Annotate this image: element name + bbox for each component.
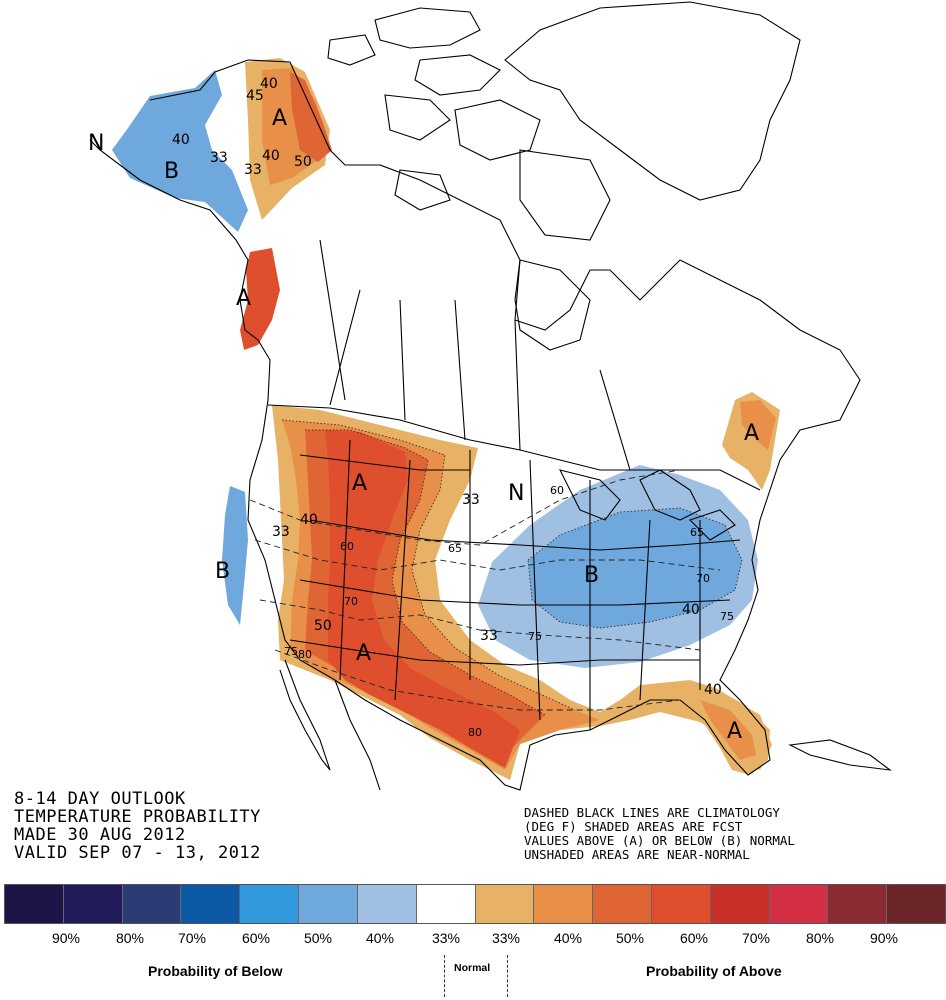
outlook-title-line: 8-14 DAY OUTLOOK	[14, 789, 186, 809]
legend-label: 60%	[241, 930, 271, 946]
legend-label: 40%	[553, 930, 583, 946]
map-climatology-labels: 60 65 70 75 75 80 80 60 65 70 75	[284, 484, 734, 739]
legend-swatch-below-60	[181, 885, 241, 923]
map-probability-labels: 40 50 40 33 45 40 33 40 50 33 33 40 33 4…	[172, 76, 722, 698]
clim-label: 60	[550, 484, 564, 497]
legend-labels: 90% 80% 70% 60% 50% 40% 33% 33% 40% 50% …	[0, 930, 946, 948]
legend-swatch-above-90	[828, 885, 888, 923]
above-normal-areas	[240, 58, 780, 780]
map-letters: A A A A A A B B B N N	[88, 106, 759, 744]
normal-divider-left	[444, 955, 445, 997]
prob-label: 50	[294, 154, 312, 170]
outlook-made-date: MADE 30 AUG 2012	[14, 825, 186, 845]
clim-label: 80	[298, 648, 312, 661]
prob-label: 40	[300, 512, 318, 528]
clim-label: 70	[344, 595, 358, 608]
clim-label: 75	[528, 630, 542, 643]
prob-label: 40	[172, 132, 190, 148]
legend-label: 90%	[51, 930, 81, 946]
alaska-below-letter: B	[164, 159, 179, 184]
legend-swatch-above-40	[534, 885, 594, 923]
legend-label: 33%	[491, 930, 521, 946]
probability-contours	[281, 419, 743, 716]
normal-caption: Normal	[454, 962, 491, 974]
outlook-valid-dates: VALID SEP 07 - 13, 2012	[14, 843, 261, 863]
legend-swatch-below-40	[299, 885, 358, 923]
legend-label: 33%	[431, 930, 461, 946]
plains-normal-letter: N	[508, 481, 524, 506]
northeast-above-letter: A	[744, 421, 759, 446]
prob-label: 33	[462, 492, 480, 508]
east-below-40-area	[528, 508, 742, 628]
legend-swatch-below-50	[240, 885, 300, 923]
alaska-normal-letter: N	[88, 131, 104, 156]
legend-label: 50%	[615, 930, 645, 946]
legend-swatch-below-33	[357, 885, 417, 923]
legend-swatch-above-60	[651, 885, 711, 923]
legend-swatch-above-70	[710, 885, 770, 923]
legend-label: 70%	[741, 930, 771, 946]
below-caption: Probability of Below	[148, 963, 283, 979]
clim-label: 65	[448, 542, 462, 555]
prob-label: 40	[262, 148, 280, 164]
yukon-above-letter: A	[272, 106, 287, 131]
legend-label: 40%	[365, 930, 395, 946]
legend-swatch-above-80	[769, 885, 829, 923]
prob-label: 50	[314, 618, 332, 634]
climatology-contours	[249, 469, 721, 711]
bc-above-letter: A	[236, 286, 251, 311]
coastlines-and-borders	[89, 1, 892, 791]
legend-label: 80%	[805, 930, 835, 946]
legend-swatch-above-max	[887, 885, 945, 923]
clim-label: 70	[696, 572, 710, 585]
prob-label: 40	[704, 682, 722, 698]
florida-above-letter: A	[727, 719, 742, 744]
florida-above-40-area	[700, 700, 756, 760]
clim-label: 75	[284, 645, 298, 658]
probability-legend	[4, 884, 946, 924]
note-line: UNSHADED AREAS ARE NEAR-NORMAL	[524, 847, 750, 862]
prob-label: 40	[260, 76, 278, 92]
legend-label: 70%	[177, 930, 207, 946]
normal-divider-right	[507, 955, 508, 997]
alaska-below-area	[112, 70, 248, 232]
legend-swatch-above-50	[593, 885, 652, 923]
note-line: VALUES ABOVE (A) OR BELOW (B) NORMAL	[524, 833, 795, 848]
outlook-title-line: TEMPERATURE PROBABILITY	[14, 807, 261, 827]
note-line: DASHED BLACK LINES ARE CLIMATOLOGY	[524, 805, 780, 820]
legend-swatch-below-80	[63, 885, 123, 923]
legend-label: 50%	[303, 930, 333, 946]
east-below-letter: B	[584, 563, 599, 588]
southwest-above-letter: A	[356, 641, 371, 666]
clim-label: 65	[690, 526, 704, 539]
legend-label: 80%	[115, 930, 145, 946]
clim-label: 75	[720, 610, 734, 623]
note-line: (DEG F) SHADED AREAS ARE FCST	[524, 819, 743, 834]
prob-label: 33	[210, 150, 228, 166]
northeast-above-40-area	[740, 400, 776, 450]
outlook-title-block: 8-14 DAY OUTLOOK TEMPERATURE PROBABILITY…	[14, 790, 261, 862]
clim-label: 80	[468, 726, 482, 739]
legend-swatch-below-70	[122, 885, 182, 923]
prob-label: 33	[244, 162, 262, 178]
montana-above-letter: A	[352, 471, 367, 496]
legend-swatch-below-90	[5, 885, 64, 923]
bc-above-area	[240, 248, 280, 350]
yukon-above-50-area	[290, 72, 332, 162]
prob-label: 33	[480, 628, 498, 644]
map-notes: DASHED BLACK LINES ARE CLIMATOLOGY (DEG …	[524, 806, 795, 862]
legend-swatch-above-33	[475, 885, 535, 923]
above-caption: Probability of Above	[646, 963, 782, 979]
prob-label: 45	[246, 88, 264, 104]
california-below-area	[222, 486, 248, 625]
legend-swatch-normal	[416, 885, 476, 923]
legend-label: 90%	[869, 930, 899, 946]
prob-label: 33	[272, 524, 290, 540]
prob-label: 40	[682, 602, 700, 618]
clim-label: 60	[340, 540, 354, 553]
california-below-letter: B	[215, 559, 230, 584]
west-above-60-area	[325, 430, 520, 768]
legend-label: 60%	[679, 930, 709, 946]
temperature-outlook-map: A A A A A A B B B N N 40 50 40 33 45 40 …	[88, 1, 892, 791]
